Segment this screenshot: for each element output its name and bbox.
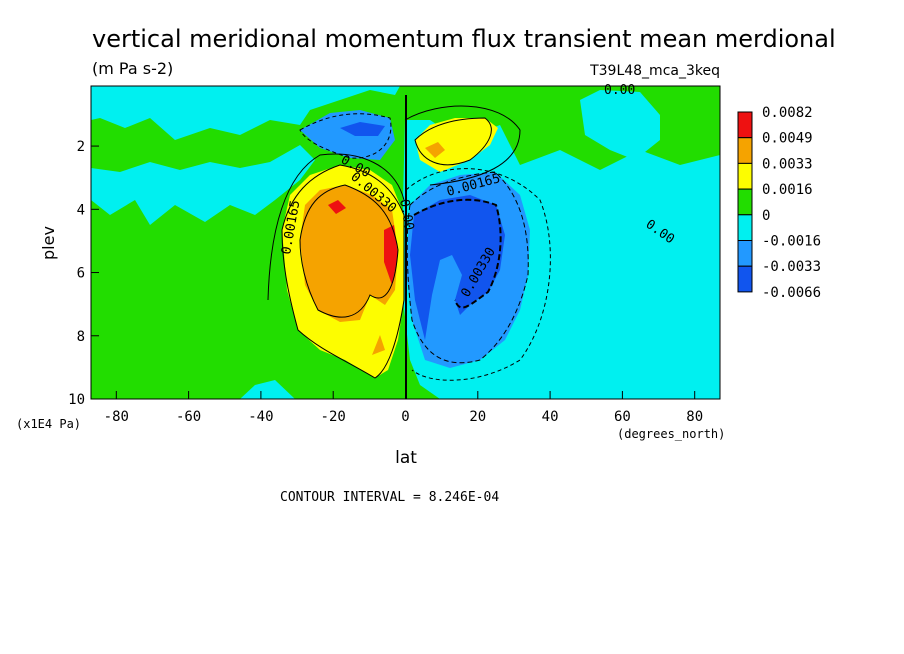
x-axis-units: (degrees_north) [617,427,725,441]
x-tick-label: -80 [104,409,129,425]
chart-units: (m Pa s-2) [92,59,173,78]
x-axis: -80 -60 -40 -20 0 20 40 60 80 [104,391,703,425]
contour-line [406,171,529,364]
colorbar-label: 0 [762,208,770,224]
contour-label: 0.00 [396,198,416,231]
x-tick-label: -60 [176,409,201,425]
y-axis-label: plev [39,226,58,260]
cyan-region-right-top [580,90,660,160]
contour-line [281,164,405,379]
contour-interval: CONTOUR INTERVAL = 8.246E-04 [280,490,499,505]
contour-line [405,168,551,381]
y-tick-label: 10 [68,392,85,408]
contour-line [404,105,521,186]
x-tick-label: -40 [248,409,273,425]
colorbar-swatch [737,188,753,216]
colorbar-swatch [737,137,753,164]
x-tick-label: 60 [614,409,631,425]
upper-orange-region [425,142,445,158]
y-tick-label: 8 [77,329,85,345]
cyan-region-lower-left [240,380,295,399]
colorbar-swatch [737,240,753,267]
x-tick-label: 80 [686,409,703,425]
y-tick-label: 2 [77,139,85,155]
x-tick-label: 20 [469,409,486,425]
colorbar-label: 0.0082 [762,105,813,121]
cyan-region-left-mid [91,145,315,225]
colorbar: 0.0082 0.0049 0.0033 0.0016 0 -0.0016 -0.0033 -… [737,105,821,301]
chart-title: vertical meridional momentum flux transi… [92,25,836,53]
colorbar-label: -0.0066 [762,285,821,301]
colorbar-label: 0.0016 [762,182,813,198]
contour-line [413,198,502,309]
x-tick-label: -20 [321,409,346,425]
red-region-2 [384,225,398,285]
upper-yellow-region [415,118,498,172]
colorbar-label: -0.0033 [762,259,821,275]
colorbar-swatch [737,214,753,242]
contour-label: 0.00 [604,83,635,98]
x-axis-label: lat [395,448,417,468]
upper-deep-blue [340,122,385,136]
contour-line [267,153,405,301]
contour-line [414,117,492,166]
dataset-label: T39L48_mca_3keq [589,63,720,79]
x-tick-label: 40 [542,409,559,425]
orange-region [300,185,398,322]
contour-line [299,113,392,159]
y-tick-label: 4 [77,202,85,218]
deep-blue-region [410,195,505,340]
colorbar-swatch [737,162,753,190]
contour-line [299,184,399,318]
y-axis: 2 4 6 8 10 [68,139,99,408]
y-tick-label: 6 [77,266,85,282]
x-tick-label: 0 [401,409,409,425]
colorbar-swatch [737,265,753,293]
colorbar-label: -0.0016 [762,234,821,250]
orange-spot-lower [372,335,385,355]
upper-blue-region [300,110,395,160]
colorbar-swatch [737,111,753,139]
colorbar-label: 0.0049 [762,131,813,147]
red-region-1 [328,200,346,214]
y-axis-units: (x1E4 Pa) [16,417,81,431]
cyan-region-top-left [91,86,400,140]
plot-area [91,86,720,399]
colorbar-label: 0.0033 [762,156,813,172]
